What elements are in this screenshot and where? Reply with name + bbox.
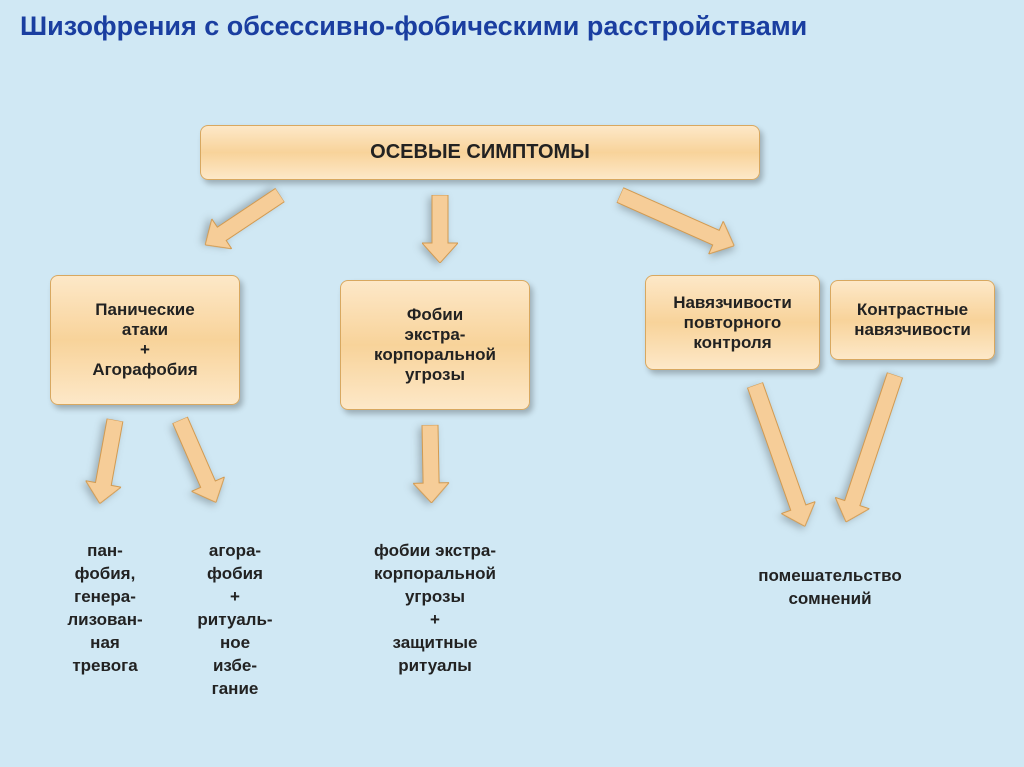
arrow-phobia-to-phobia2 (412, 425, 449, 504)
node-phobia: Фобииэкстра-корпоральнойугрозы (340, 280, 530, 410)
page-title: Шизофрения с обсессивно-фобическими расс… (20, 10, 807, 44)
node-madness: помешательствосомнений (720, 565, 940, 611)
node-agora: агора-фобия+ритуаль-ноеизбе-гание (175, 540, 295, 701)
arrow-root-to-panic (195, 180, 290, 260)
node-panphobia: пан-фобия,генера-лизован-наятревога (45, 540, 165, 678)
arrow-root-to-phobia (422, 195, 458, 263)
arrow-panic-to-panphobia (82, 417, 133, 507)
node-contrast: Контрастныенавязчивости (830, 280, 995, 360)
node-root: ОСЕВЫЕ СИМПТОМЫ (200, 125, 760, 180)
arrow-contrast-to-madness (829, 369, 912, 527)
node-navctl: Навязчивостиповторногоконтроля (645, 275, 820, 370)
node-panic: Паническиеатаки+Агорафобия (50, 275, 240, 405)
arrow-panic-to-agora (164, 413, 233, 510)
arrow-root-to-navctl_contrast (613, 179, 742, 263)
arrow-navctl-to-madness (738, 379, 822, 532)
node-phobia2: фобии экстра-корпоральнойугрозы+защитные… (340, 540, 530, 678)
